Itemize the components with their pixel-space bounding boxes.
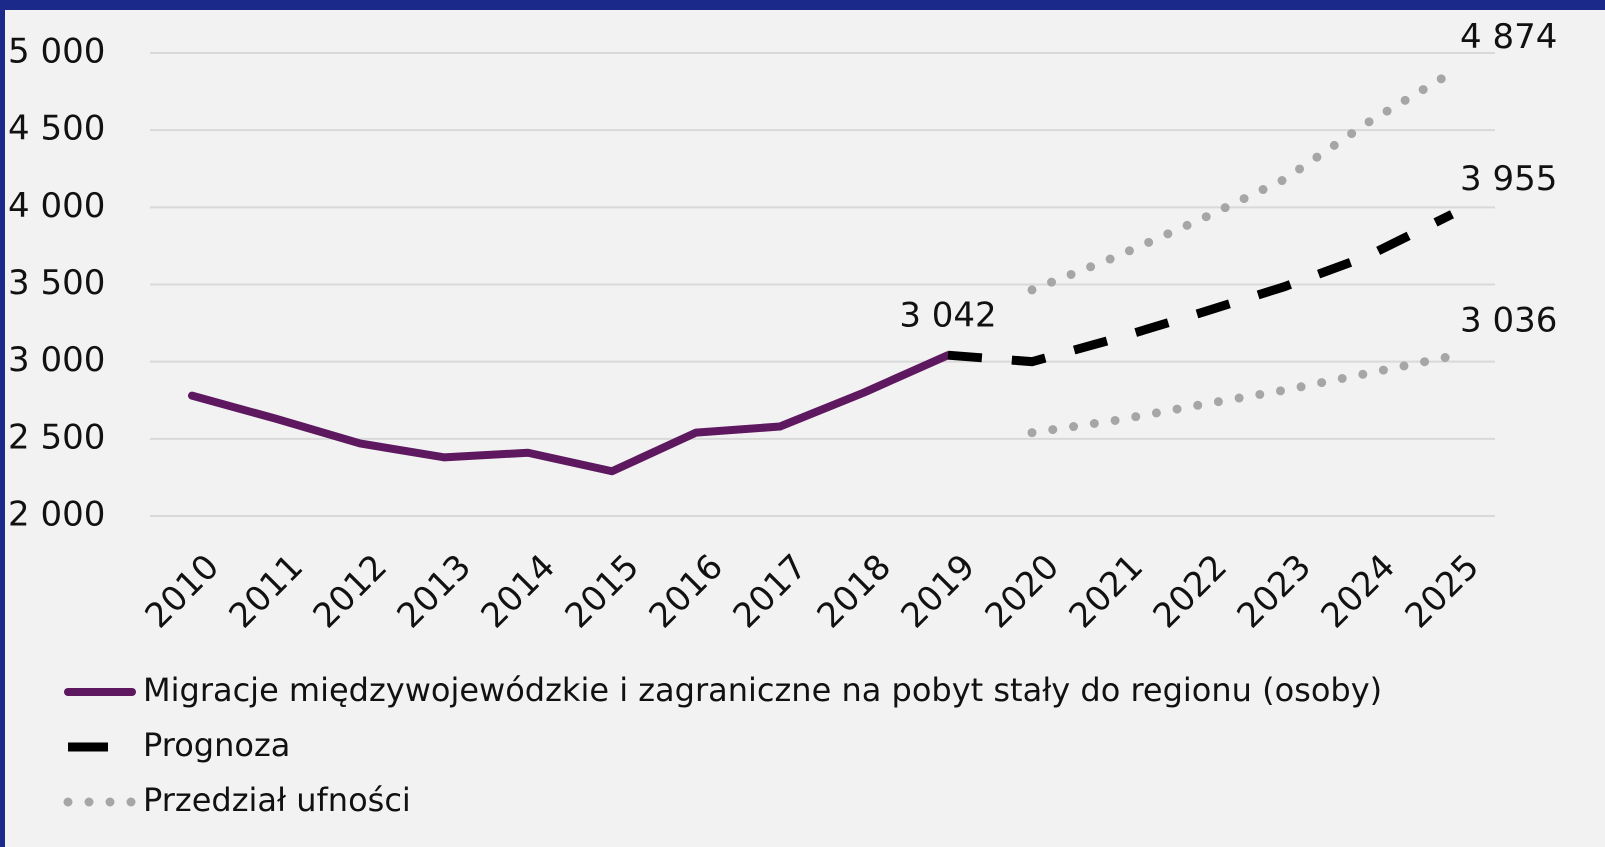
y-tick-label: 4 500 [8, 109, 105, 149]
y-tick-label: 2 500 [8, 417, 105, 457]
y-tick-label: 5 000 [8, 32, 105, 72]
series-line [188, 351, 952, 476]
data-label: 3 042 [899, 296, 996, 336]
data-label: 3 955 [1460, 159, 1557, 199]
y-tick-label: 2 000 [8, 495, 105, 535]
y-tick-label: 4 000 [8, 186, 105, 226]
left-border [0, 0, 5, 847]
series-line [1027, 67, 1457, 295]
y-tick-label: 3 000 [8, 340, 105, 380]
legend-label: Prognoza [143, 726, 290, 764]
series-line [1027, 351, 1457, 438]
data-label: 3 036 [1460, 301, 1557, 341]
top-border [0, 0, 1605, 10]
legend-label: Przedział ufności [143, 781, 411, 819]
y-tick-label: 3 500 [8, 263, 105, 303]
data-label: 4 874 [1460, 17, 1557, 57]
legend-label: Migracje międzywojewódzkie i zagraniczne… [143, 671, 1382, 709]
series-line [947, 210, 1454, 367]
